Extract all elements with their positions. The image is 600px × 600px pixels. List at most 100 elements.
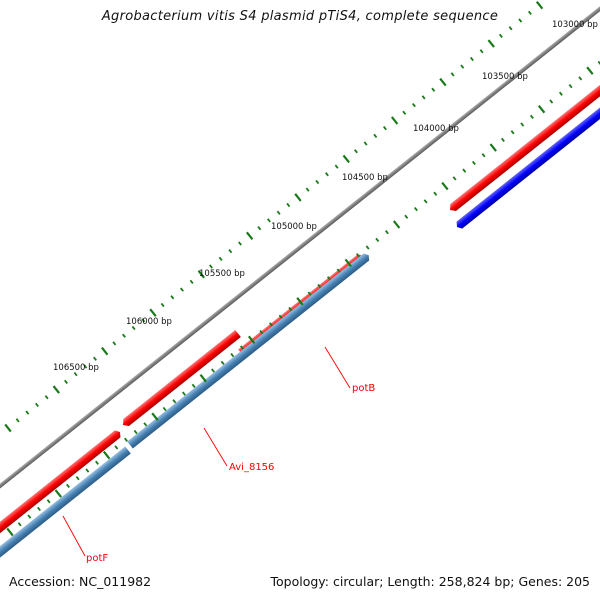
major-tick [344,258,352,268]
minor-tick [421,95,426,100]
minor-tick [307,291,312,296]
minor-tick [375,237,380,242]
plasmid-backbone [0,0,600,501]
minor-tick [373,133,378,138]
minor-tick [363,141,368,146]
gene-label-Avi_8156[interactable]: Avi_8156 [229,462,274,473]
major-tick [294,193,302,202]
tick-label: 105500 bp [199,269,245,279]
major-tick [54,489,62,498]
feature-right-forward[interactable] [447,75,600,214]
minor-tick [355,253,360,258]
tick-labels: 103000 bp 103500 bp 104000 bp 104500 bp 1050… [53,20,598,373]
minor-tick [230,353,235,358]
potF-leader-line [62,515,86,557]
major-tick [342,154,350,164]
minor-tick [479,49,484,54]
minor-tick [259,329,264,335]
minor-tick [317,283,322,289]
minor-tick [568,83,573,89]
accession-text: Accession: NC_011982 [9,574,152,589]
minor-tick [315,179,320,185]
minor-tick [218,256,223,261]
minor-tick [402,110,407,115]
major-tick [247,335,256,345]
major-tick [537,104,546,114]
minor-tick [64,379,68,384]
minor-tick [288,306,293,312]
minor-tick [423,199,428,204]
feature-potF-forward[interactable] [0,428,123,536]
minor-tick [286,202,291,208]
minor-tick [75,476,80,481]
minor-tick [413,206,418,212]
minor-tick [133,429,138,435]
feature-right-reverse[interactable] [454,98,600,231]
minor-tick [510,130,515,135]
minor-tick [83,364,88,369]
gene-label-potB[interactable]: potB [352,383,375,394]
minor-tick [404,214,409,219]
feature-potF-reverse[interactable] [0,446,131,560]
minor-tick [305,187,310,192]
major-tick [441,181,449,191]
major-tick [535,0,544,10]
major-tick [102,450,111,460]
minor-tick [35,402,39,408]
major-tick [52,385,60,394]
tick-label: 105000 bp [271,222,317,232]
minor-tick [327,276,331,281]
minor-tick [85,468,90,473]
minor-tick [452,176,457,181]
minor-tick [334,164,339,169]
potB-leader-line [324,346,351,389]
minor-tick [73,372,78,377]
minor-tick [325,172,329,177]
major-tick [199,374,207,383]
major-tick [489,143,497,152]
tick-label: 103500 bp [482,72,528,82]
minor-tick [124,437,128,442]
outer-tick-marks [4,0,544,433]
major-tick [4,423,12,433]
gene-label-potF[interactable]: potF [86,553,108,564]
minor-tick [353,149,358,154]
minor-tick [518,18,523,23]
minor-tick [141,318,146,323]
minor-tick [211,368,215,373]
feature-Avi_8156-forward[interactable] [120,329,241,429]
minor-tick [15,418,20,423]
tick-label: 103000 bp [552,20,598,30]
minor-tick [209,264,213,269]
feature-potB-reverse[interactable] [127,252,371,449]
minor-tick [382,126,387,131]
minor-tick [520,122,525,127]
minor-tick [529,114,534,119]
minor-tick [411,102,416,108]
minor-tick [191,383,196,389]
minor-tick [462,168,467,173]
minor-tick [267,218,271,223]
minor-tick [17,522,22,527]
minor-tick [162,406,167,412]
major-tick [390,116,399,125]
minor-tick [95,460,99,465]
minor-tick [498,33,503,39]
tick-label: 104000 bp [413,124,459,134]
minor-tick [276,210,281,215]
minor-tick [460,64,465,69]
minor-tick [180,287,184,292]
minor-tick [257,225,262,231]
minor-tick [46,499,51,504]
minor-tick [189,279,194,285]
minor-tick [558,91,563,96]
minor-tick [500,137,505,143]
sequence-summary: Topology: circular; Length: 258,824 bp; … [270,574,591,589]
minor-tick [527,10,532,15]
minor-tick [93,356,97,361]
minor-tick [172,399,177,404]
tick-label: 106000 bp [126,317,172,327]
minor-tick [220,360,225,365]
